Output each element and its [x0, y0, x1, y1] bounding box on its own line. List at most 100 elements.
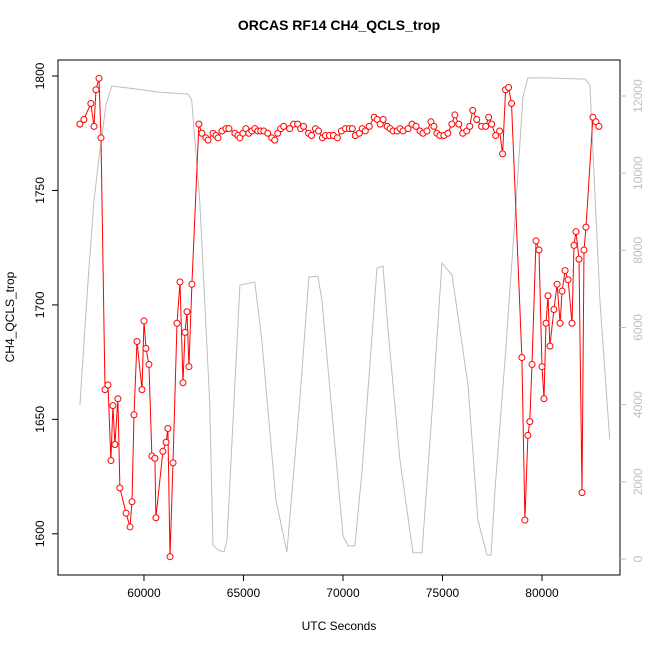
- point: [109, 402, 117, 410]
- point: [126, 523, 134, 531]
- y-tick-label: 1700: [33, 291, 47, 318]
- point: [195, 120, 203, 128]
- point: [104, 381, 112, 389]
- point: [280, 122, 288, 130]
- point: [308, 132, 316, 140]
- point: [169, 459, 177, 467]
- point: [556, 319, 564, 327]
- point: [538, 363, 546, 371]
- point: [133, 338, 141, 346]
- point: [315, 127, 323, 135]
- plot-box: [57, 59, 621, 576]
- point: [561, 267, 569, 275]
- point: [300, 122, 308, 130]
- point: [162, 438, 170, 446]
- point: [188, 280, 196, 288]
- point: [166, 553, 174, 561]
- point: [198, 129, 206, 137]
- point: [524, 431, 532, 439]
- point: [482, 122, 490, 130]
- point: [550, 305, 558, 313]
- point: [80, 116, 88, 124]
- y-tick-label: 1650: [33, 406, 47, 433]
- point: [508, 99, 516, 107]
- point: [444, 129, 452, 137]
- point: [505, 83, 513, 91]
- series-line: [79, 77, 611, 556]
- point: [570, 241, 578, 249]
- point: [423, 127, 431, 135]
- point: [76, 120, 84, 128]
- point: [145, 360, 153, 368]
- y2-tick-label: 8000: [631, 237, 645, 264]
- point: [580, 246, 588, 254]
- point: [553, 280, 561, 288]
- y2-tick-label: 12000: [631, 79, 645, 113]
- point: [492, 132, 500, 140]
- point: [152, 514, 160, 522]
- point: [271, 136, 279, 144]
- y-tick-label: 1750: [33, 177, 47, 204]
- point: [97, 134, 105, 142]
- point: [575, 255, 583, 263]
- point: [540, 395, 548, 403]
- point: [572, 228, 580, 236]
- point: [521, 516, 529, 524]
- point: [542, 319, 550, 327]
- x-tick-label: 70000: [326, 586, 360, 600]
- y2-tick-label: 6000: [631, 314, 645, 341]
- point: [333, 134, 341, 142]
- point: [455, 120, 463, 128]
- point: [535, 246, 543, 254]
- point: [128, 498, 136, 506]
- point: [365, 122, 373, 130]
- point: [130, 411, 138, 419]
- series-line: [79, 78, 600, 557]
- point: [568, 319, 576, 327]
- point: [159, 447, 167, 455]
- point: [181, 328, 189, 336]
- point: [558, 287, 566, 295]
- point: [488, 120, 496, 128]
- x-tick-label: 75000: [426, 586, 460, 600]
- point: [361, 127, 369, 135]
- point: [107, 457, 115, 465]
- y2-tick-label: 2000: [631, 468, 645, 495]
- point: [138, 386, 146, 394]
- point: [151, 454, 159, 462]
- point: [485, 113, 493, 121]
- x-axis-label: UTC Seconds: [302, 619, 377, 633]
- y-tick-label: 1600: [33, 520, 47, 547]
- x-tick-label: 65000: [227, 586, 261, 600]
- point: [544, 292, 552, 300]
- point: [90, 122, 98, 130]
- point: [183, 308, 191, 316]
- point: [499, 150, 507, 158]
- point: [214, 134, 222, 142]
- y-tick-label: 1800: [33, 62, 47, 89]
- point: [116, 484, 124, 492]
- point: [518, 354, 526, 362]
- point: [92, 86, 100, 94]
- point: [114, 395, 122, 403]
- point: [348, 125, 356, 133]
- point: [473, 116, 481, 124]
- point: [526, 418, 534, 426]
- point: [87, 99, 95, 107]
- point: [466, 122, 474, 130]
- y2-tick-label: 4000: [631, 391, 645, 418]
- point: [448, 120, 456, 128]
- point: [111, 441, 119, 449]
- point: [532, 237, 540, 245]
- y2-tick-label: 0: [631, 555, 645, 562]
- point: [95, 74, 103, 82]
- point: [578, 489, 586, 497]
- x-tick-label: 80000: [525, 586, 559, 600]
- point: [179, 379, 187, 387]
- x-tick-label: 60000: [127, 586, 161, 600]
- point: [173, 319, 181, 327]
- point: [264, 129, 272, 137]
- point: [142, 344, 150, 352]
- point: [379, 116, 387, 124]
- point: [582, 223, 590, 231]
